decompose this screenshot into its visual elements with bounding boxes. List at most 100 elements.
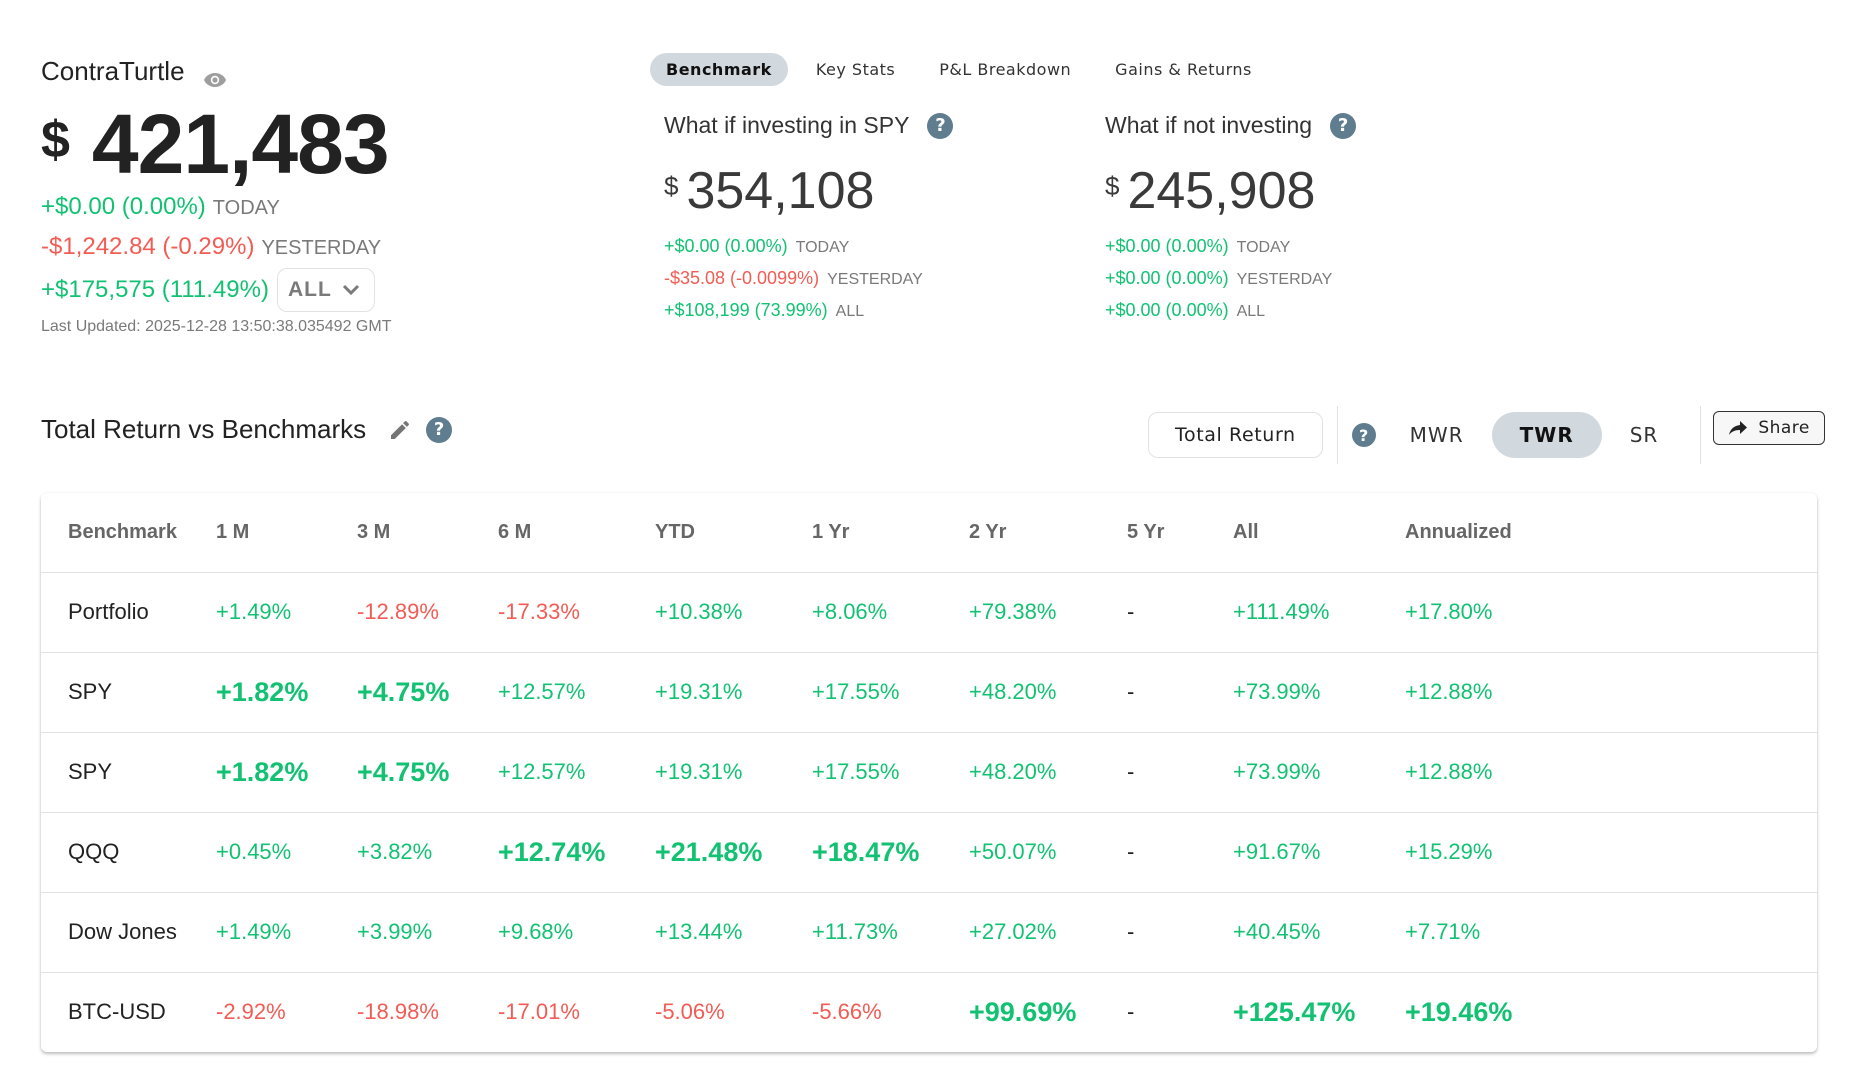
range-select[interactable]: ALL [276, 268, 375, 312]
section-header: Total Return vs Benchmarks ? [41, 414, 453, 445]
column-header-2-yr[interactable]: 2 Yr [969, 520, 1007, 543]
table-row: BTC-USD -2.92% -18.98% -17.01% -5.06% -5.66% +… [41, 971, 1817, 1052]
column-header-6-m[interactable]: 6 M [498, 520, 532, 543]
whatif-spy-today: +$0.00 (0.00%) TODAY [664, 231, 953, 263]
return-cell: - [1100, 731, 1206, 812]
return-cell: +3.99% [330, 891, 471, 972]
return-cell: +91.67% [1206, 811, 1378, 892]
return-cell: +3.82% [330, 811, 471, 892]
return-cell: +12.57% [471, 651, 628, 732]
return-cell: +19.31% [628, 731, 785, 812]
help-icon[interactable]: ? [1351, 423, 1376, 447]
whatif-not-investing-title-row: What if not investing ? [1105, 112, 1357, 139]
column-header-1-yr[interactable]: 1 Yr [812, 520, 850, 543]
mode-mwr[interactable]: MWR [1409, 423, 1464, 447]
return-cell: +19.31% [628, 651, 785, 732]
whatif-not-investing-title: What if not investing [1105, 112, 1313, 138]
return-cell: +12.88% [1378, 731, 1817, 812]
return-cell: +40.45% [1206, 891, 1378, 972]
benchmark-name: BTC-USD [41, 971, 189, 1052]
whatif-not-investing-all: +$0.00 (0.00%) ALL [1105, 295, 1356, 327]
return-cell: +73.99% [1206, 731, 1378, 812]
benchmark-table-card: Benchmark 1 M 3 M 6 M YTD 1 Yr 2 Yr 5 Yr All Annu… [41, 493, 1817, 1052]
whatif-not-investing-value: $ 245,908 [1105, 165, 1356, 217]
return-cell: +1.82% [189, 651, 330, 732]
change-label: YESTERDAY [1236, 271, 1333, 288]
account-name: ContraTurtle [41, 56, 185, 86]
benchmark-name: Portfolio [41, 571, 189, 652]
return-cell: +4.75% [330, 651, 471, 732]
today-change-label: TODAY [212, 197, 280, 219]
mode-twr[interactable]: TWR [1491, 412, 1602, 458]
divider [1336, 406, 1338, 464]
return-cell: +99.69% [942, 971, 1100, 1052]
today-change: +$0.00 (0.00%) TODAY [41, 193, 280, 221]
benchmark-name: QQQ [41, 811, 189, 892]
help-icon[interactable]: ? [426, 416, 453, 443]
return-cell: +19.46% [1378, 971, 1817, 1052]
chevron-down-icon [342, 284, 359, 296]
column-header-benchmark[interactable]: Benchmark [68, 520, 177, 543]
return-cell: +0.45% [189, 811, 330, 892]
whatif-spy-panel: What if investing in SPY ? $ 354,108 +$0… [664, 112, 954, 327]
return-cell: +111.49% [1206, 571, 1378, 652]
whatif-not-investing-today: +$0.00 (0.00%) TODAY [1105, 231, 1356, 263]
currency-symbol: $ [41, 111, 70, 169]
view-tabs: Benchmark Key Stats P&L Breakdown Gains … [650, 53, 1280, 86]
portfolio-value-number: 421,483 [91, 97, 390, 191]
change-label: YESTERDAY [827, 271, 923, 288]
return-cell: - [1100, 651, 1206, 732]
whatif-spy-yesterday: -$35.08 (-0.0099%) YESTERDAY [664, 263, 953, 295]
change-label: ALL [835, 303, 865, 320]
benchmark-name: Dow Jones [41, 891, 189, 972]
yesterday-change: -$1,242.84 (-0.29%) YESTERDAY [41, 233, 381, 261]
whatif-not-investing-changes: +$0.00 (0.00%) TODAY +$0.00 (0.00%) YEST… [1105, 231, 1356, 327]
column-header-5-yr[interactable]: 5 Yr [1127, 520, 1165, 543]
return-cell: +4.75% [330, 731, 471, 812]
return-cell: +12.57% [471, 731, 628, 812]
total-return-button[interactable]: Total Return [1148, 412, 1323, 458]
return-cell: +1.49% [189, 571, 330, 652]
return-cell: +17.80% [1378, 571, 1817, 652]
return-cell: +48.20% [942, 731, 1100, 812]
column-header-annualized[interactable]: Annualized [1405, 520, 1512, 543]
tab-key-stats[interactable]: Key Stats [815, 60, 896, 79]
return-cell: +48.20% [942, 651, 1100, 732]
return-cell: +125.47% [1206, 971, 1378, 1052]
return-cell: +11.73% [785, 891, 942, 972]
help-icon[interactable]: ? [1330, 112, 1357, 139]
table-header-row: Benchmark 1 M 3 M 6 M YTD 1 Yr 2 Yr 5 Yr All Annu… [41, 493, 1817, 572]
tab-pl-breakdown[interactable]: P&L Breakdown [939, 60, 1072, 79]
benchmark-name: SPY [41, 651, 189, 732]
today-change-value: +$0.00 (0.00%) [41, 193, 206, 220]
portfolio-value: $ 421,483 [41, 97, 390, 191]
table-row: SPY +1.82% +4.75% +12.57% +19.31% +17.55% +48.… [41, 651, 1817, 732]
whatif-spy-value: $ 354,108 [664, 165, 953, 217]
currency-symbol: $ [664, 171, 679, 201]
tab-gains-returns[interactable]: Gains & Returns [1115, 60, 1252, 79]
whatif-not-investing-panel: What if not investing ? $ 245,908 +$0.00… [1105, 112, 1357, 327]
change-label: ALL [1236, 303, 1266, 320]
return-cell: -2.92% [189, 971, 330, 1052]
benchmark-table: Benchmark 1 M 3 M 6 M YTD 1 Yr 2 Yr 5 Yr All Annu… [41, 493, 1817, 1052]
return-cell: -5.06% [628, 971, 785, 1052]
column-header-3-m[interactable]: 3 M [357, 520, 391, 543]
pencil-icon[interactable] [388, 418, 412, 442]
share-button[interactable]: Share [1713, 411, 1825, 445]
return-cell: +21.48% [628, 811, 785, 892]
account-header: ContraTurtle [41, 56, 227, 87]
return-cell: -17.33% [471, 571, 628, 652]
eye-icon[interactable] [203, 64, 227, 87]
whatif-spy-title: What if investing in SPY [664, 112, 910, 138]
help-icon[interactable]: ? [927, 112, 954, 139]
whatif-spy-all: +$108,199 (73.99%) ALL [664, 295, 953, 327]
column-header-all[interactable]: All [1233, 520, 1259, 543]
column-header-1-m[interactable]: 1 M [216, 520, 250, 543]
share-label: Share [1758, 418, 1810, 438]
return-cell: +17.55% [785, 651, 942, 732]
mode-sr[interactable]: SR [1629, 423, 1659, 447]
return-cell: +7.71% [1378, 891, 1817, 972]
return-cell: +18.47% [785, 811, 942, 892]
tab-benchmark[interactable]: Benchmark [650, 53, 788, 86]
column-header-ytd[interactable]: YTD [655, 520, 695, 543]
